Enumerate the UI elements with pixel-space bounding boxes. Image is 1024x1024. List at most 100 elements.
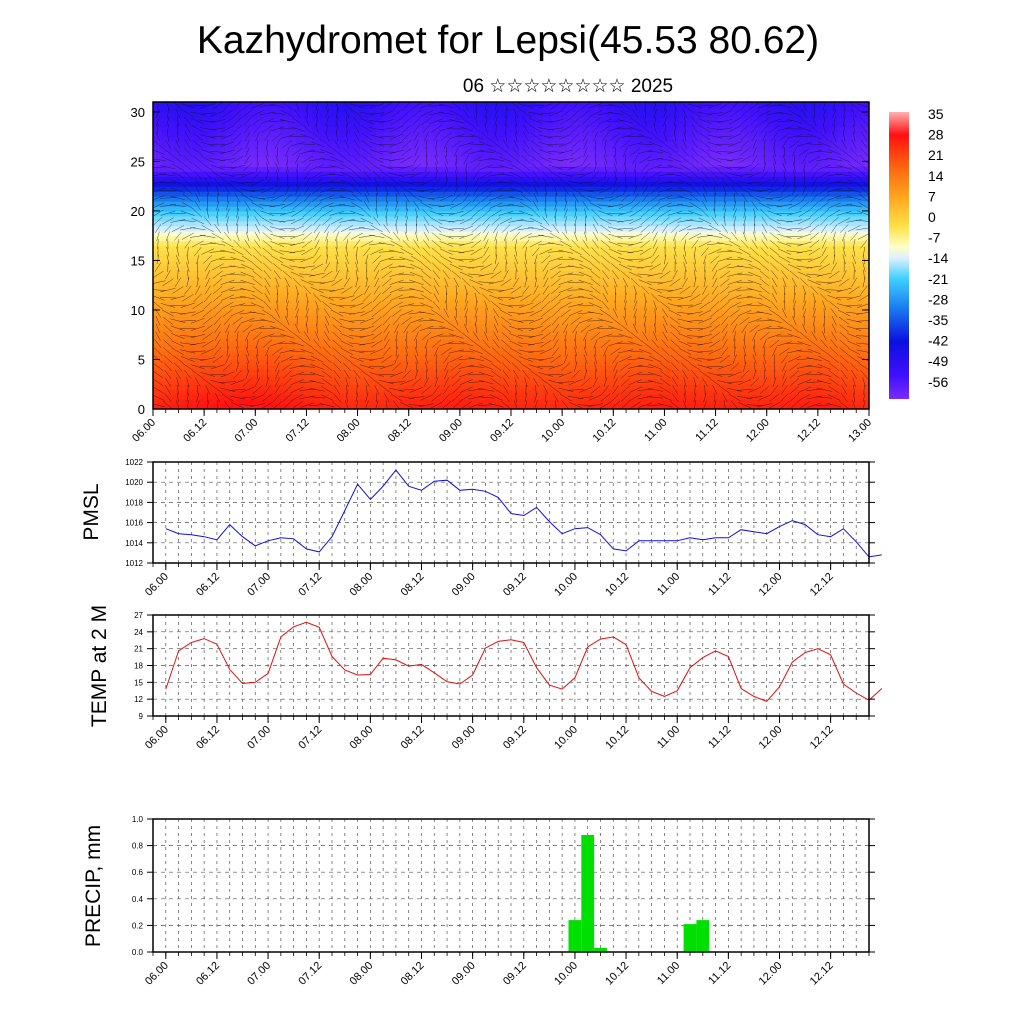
- temperature-cell: [431, 339, 440, 346]
- temperature-cell: [423, 196, 433, 202]
- temperature-cell: [518, 344, 528, 351]
- temperature-cell: [701, 186, 711, 192]
- temperature-cell: [351, 106, 361, 113]
- temperature-cell: [479, 166, 488, 172]
- temperature-cell: [781, 399, 791, 405]
- temperature-cell: [622, 309, 631, 316]
- temperature-cell: [256, 126, 265, 133]
- temperature-cell: [423, 220, 433, 227]
- temperature-cell: [407, 275, 417, 281]
- temperature-cell: [208, 111, 218, 118]
- temperature-cell: [757, 394, 767, 400]
- temperature-cell: [192, 305, 202, 311]
- temperature-cell: [534, 305, 544, 311]
- temperature-cell: [304, 270, 313, 276]
- temperature-cell: [598, 186, 608, 192]
- temperature-cell: [312, 106, 321, 113]
- temperature-cell: [160, 141, 170, 148]
- temperature-cell: [431, 379, 440, 385]
- temperature-cell: [550, 151, 560, 158]
- temperature-cell: [359, 136, 369, 143]
- temperature-cell: [160, 210, 170, 217]
- temperature-cell: [646, 250, 655, 257]
- temperature-cell: [447, 131, 456, 138]
- temperature-cell: [765, 280, 775, 286]
- temperature-cell: [749, 235, 759, 242]
- temperature-cell: [216, 116, 226, 123]
- temperature-cell: [542, 270, 552, 276]
- temperature-cell: [526, 121, 536, 128]
- temperature-cell: [495, 201, 504, 207]
- temperature-cell: [606, 156, 616, 163]
- temperature-cell: [479, 235, 488, 242]
- temperature-cell: [375, 176, 385, 182]
- temperature-cell: [741, 151, 751, 158]
- temperature-cell: [216, 136, 226, 143]
- temperature-cell: [304, 344, 313, 351]
- temperature-cell: [614, 106, 623, 113]
- temperature-cell: [709, 369, 719, 375]
- temperature-cell: [534, 141, 544, 148]
- temperature-cell: [399, 121, 409, 128]
- temperature-cell: [200, 121, 210, 128]
- temperature-cell: [176, 245, 186, 252]
- temperature-cell: [511, 171, 520, 177]
- temperature-cell: [312, 225, 321, 232]
- temperature-cell: [479, 349, 488, 356]
- temperature-cell: [511, 280, 520, 286]
- temperature-cell: [264, 399, 273, 405]
- temperature-cell: [343, 230, 353, 237]
- temperature-cell: [646, 399, 655, 405]
- temperature-cell: [455, 379, 464, 385]
- temperature-cell: [192, 111, 202, 118]
- temperature-cell: [606, 300, 616, 306]
- temperature-cell: [686, 176, 695, 182]
- temperature-cell: [256, 295, 265, 301]
- temperature-cell: [455, 131, 464, 138]
- temperature-cell: [455, 245, 464, 252]
- temperature-cell: [407, 111, 417, 118]
- temperature-cell: [638, 344, 647, 351]
- temperature-cell: [495, 111, 504, 118]
- temperature-cell: [224, 394, 234, 400]
- temperature-cell: [558, 102, 568, 108]
- temperature-cell: [280, 280, 289, 286]
- temperature-cell: [518, 116, 528, 123]
- temperature-cell: [733, 339, 743, 346]
- temperature-cell: [184, 389, 194, 395]
- temperature-cell: [558, 161, 568, 167]
- temperature-cell: [176, 141, 186, 148]
- temperature-cell: [670, 126, 679, 133]
- temperature-cell: [153, 349, 162, 356]
- temperature-cell: [471, 389, 480, 395]
- temperature-cell: [765, 324, 775, 331]
- temperature-cell: [391, 151, 401, 158]
- temperature-cell: [781, 220, 791, 227]
- temperature-cell: [765, 176, 775, 182]
- temperature-cell: [741, 349, 751, 356]
- temperature-cell: [701, 245, 711, 252]
- temperature-cell: [487, 210, 496, 217]
- temperature-cell: [415, 399, 425, 405]
- temperature-cell: [351, 116, 361, 123]
- temperature-cell: [320, 339, 329, 346]
- temperature-cell: [272, 245, 281, 252]
- temperature-cell: [622, 260, 631, 266]
- temperature-cell: [606, 275, 616, 281]
- temperature-cell: [200, 344, 210, 351]
- temperature-cell: [765, 245, 775, 252]
- temperature-cell: [479, 225, 488, 232]
- temperature-cell: [518, 334, 528, 341]
- temperature-cell: [630, 245, 639, 252]
- temperature-cell: [153, 151, 162, 158]
- temperature-cell: [693, 285, 703, 291]
- temperature-cell: [717, 404, 727, 409]
- temperature-cell: [511, 369, 520, 375]
- temperature-cell: [391, 176, 401, 182]
- temperature-cell: [678, 245, 687, 252]
- temperature-cell: [176, 156, 186, 163]
- temperature-cell: [725, 319, 735, 326]
- temperature-cell: [208, 176, 218, 182]
- temperature-cell: [574, 329, 584, 336]
- temperature-cell: [717, 181, 727, 187]
